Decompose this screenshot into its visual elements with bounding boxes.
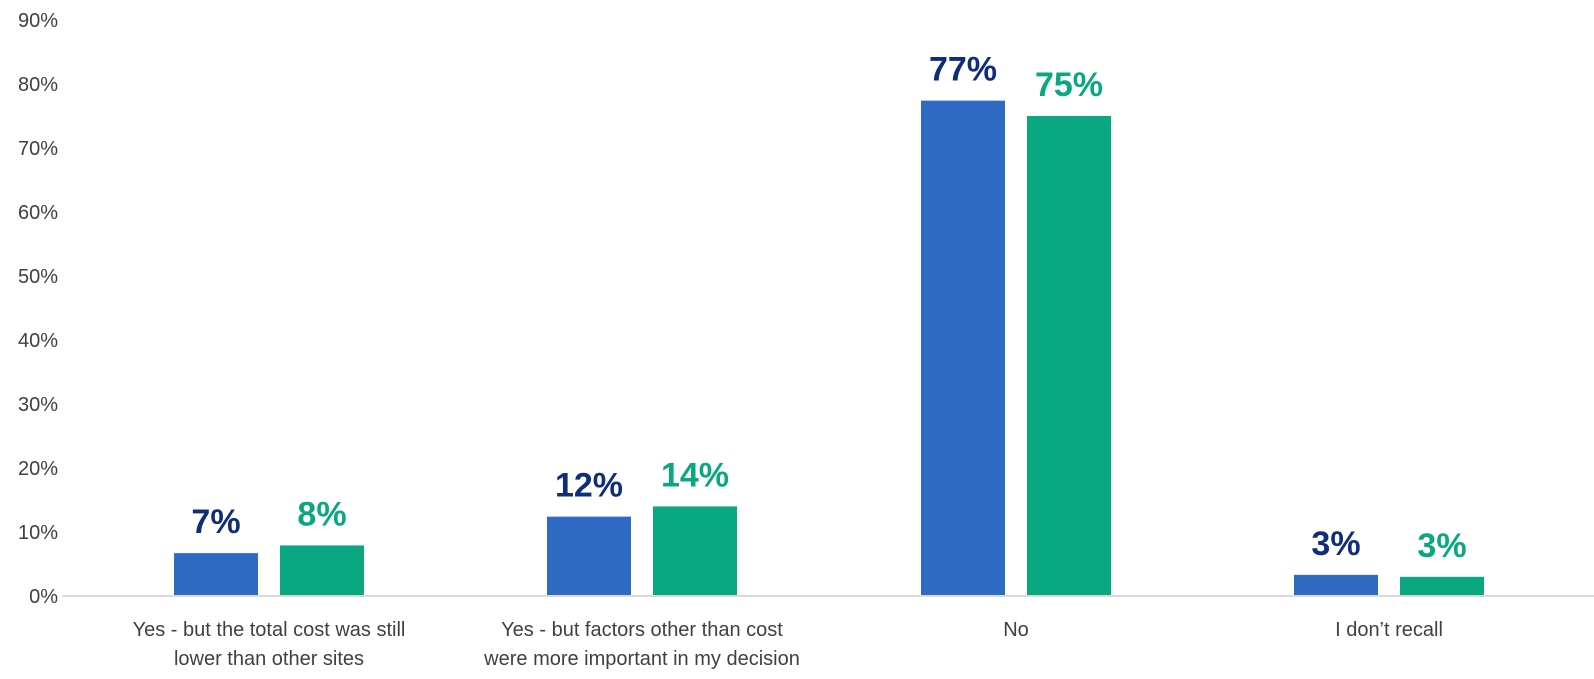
data-label-series-2-3: 75% <box>1035 66 1103 104</box>
y-tick-label: 20% <box>18 458 58 480</box>
y-tick-label: 30% <box>18 394 58 416</box>
data-label-series-1-2: 12% <box>555 467 623 505</box>
x-category-line: were more important in my decision <box>483 648 800 670</box>
x-category-label: I don’t recall <box>1335 619 1443 641</box>
y-tick-label: 80% <box>18 74 58 96</box>
bar-series-1-1 <box>174 553 258 596</box>
bar-series-2-1 <box>280 545 364 596</box>
bars <box>174 100 1484 596</box>
data-label-series-2-2: 14% <box>661 456 729 494</box>
y-tick-label: 60% <box>18 202 58 224</box>
data-label-series-1-4: 3% <box>1311 525 1360 563</box>
x-category-line: I don’t recall <box>1335 619 1443 641</box>
x-axis: Yes - but the total cost was still lower … <box>133 619 1443 670</box>
bar-series-2-2 <box>653 506 737 596</box>
bar-series-1-2 <box>547 516 631 596</box>
y-axis: 0% 10% 20% 30% 40% 50% 60% 70% 80% 90% <box>18 10 58 608</box>
x-category-line: Yes - but factors other than cost <box>501 619 783 641</box>
x-category-label: Yes - but the total cost was still lower … <box>133 619 406 670</box>
data-label-series-2-4: 3% <box>1417 527 1466 565</box>
data-labels: 7% 8% 12% 14% 77% 75% 3% 3% <box>191 51 1466 565</box>
x-category-label: Yes - but factors other than cost were mo… <box>483 619 800 670</box>
y-tick-label: 0% <box>29 586 58 608</box>
y-tick-label: 90% <box>18 10 58 32</box>
x-category-label: No <box>1003 619 1029 641</box>
y-tick-label: 70% <box>18 138 58 160</box>
y-tick-label: 50% <box>18 266 58 288</box>
bar-series-1-4 <box>1294 574 1378 596</box>
data-label-series-2-1: 8% <box>297 495 346 533</box>
bar-series-2-4 <box>1400 576 1484 596</box>
x-category-line: No <box>1003 619 1029 641</box>
y-tick-label: 40% <box>18 330 58 352</box>
bar-series-1-3 <box>921 100 1005 596</box>
data-label-series-1-3: 77% <box>929 51 997 89</box>
y-tick-label: 10% <box>18 522 58 544</box>
data-label-series-1-1: 7% <box>191 503 240 541</box>
bar-series-2-3 <box>1027 116 1111 596</box>
x-category-line: Yes - but the total cost was still <box>133 619 406 641</box>
x-category-line: lower than other sites <box>174 648 364 670</box>
